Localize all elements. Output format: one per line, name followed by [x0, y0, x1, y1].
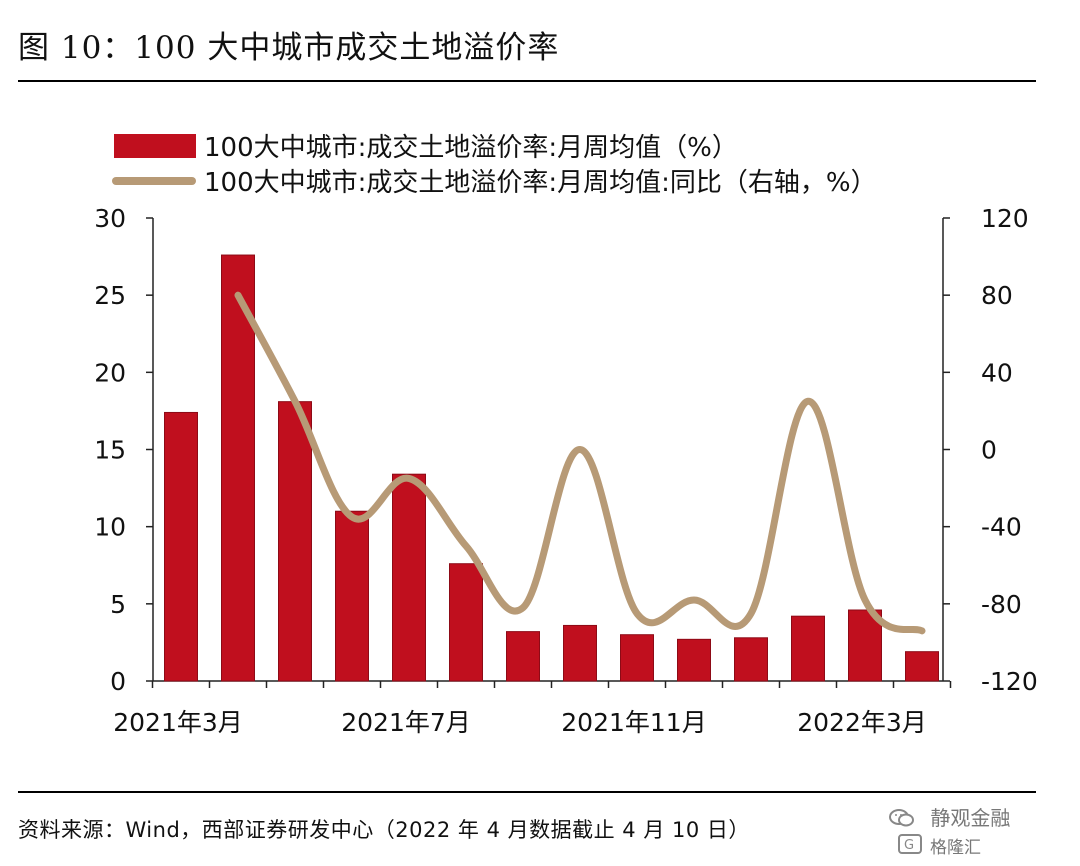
right-axis-tick-label: -120	[981, 667, 1038, 696]
chart-title: 图 10：100 大中城市成交土地溢价率	[18, 30, 560, 66]
right-axis-tick-label: 120	[981, 204, 1029, 233]
right-axis-tick-label: -80	[981, 590, 1022, 619]
bar	[677, 638, 711, 682]
bar	[449, 563, 483, 682]
bar	[221, 254, 255, 682]
x-axis-tick-label: 2021年3月	[113, 708, 243, 737]
bar	[905, 651, 939, 682]
bar	[392, 473, 426, 682]
right-axis-tick-label: -40	[981, 513, 1022, 542]
bar	[506, 631, 540, 682]
x-axis-tick-label: 2021年11月	[561, 708, 706, 737]
left-axis-tick-label: 25	[94, 281, 126, 310]
bar	[164, 411, 198, 682]
right-axis-tick-label: 80	[981, 281, 1013, 310]
watermark-subtext: 格隆汇	[930, 838, 981, 858]
watermark-text: 静观金融	[930, 806, 1011, 830]
bar	[563, 624, 597, 682]
bar	[848, 609, 882, 682]
x-axis-tick-label: 2022年3月	[797, 708, 927, 737]
source-note: 资料来源：Wind，西部证券研发中心（2022 年 4 月数据截止 4 月 10…	[18, 818, 750, 842]
right-axis-tick-label: 0	[981, 436, 997, 465]
watermark: 静观金融 G 格隆汇	[888, 800, 1068, 860]
footer-divider	[18, 791, 1036, 793]
left-axis-tick-label: 30	[94, 204, 126, 233]
x-axis-tick-label: 2021年7月	[341, 708, 471, 737]
wechat-icon	[889, 809, 914, 827]
left-axis-tick-label: 5	[110, 590, 126, 619]
legend-line-label: 100大中城市:成交土地溢价率:月周均值:同比（右轴，%）	[204, 168, 877, 198]
left-axis-tick-label: 10	[94, 513, 126, 542]
title-divider	[18, 80, 1036, 82]
legend-bar-swatch	[114, 134, 196, 158]
bar	[278, 401, 312, 682]
right-axis-tick-label: 40	[981, 358, 1013, 387]
watermark-brand: 静观金融	[888, 802, 1010, 831]
bar	[734, 637, 768, 682]
yoy-line	[234, 291, 926, 635]
bar	[620, 634, 654, 682]
svg-text:G: G	[904, 838, 914, 853]
gelonghui-icon: G	[898, 834, 922, 854]
bar	[335, 510, 369, 682]
left-axis-tick-label: 15	[94, 436, 126, 465]
bar	[791, 615, 825, 682]
left-axis-tick-label: 20	[94, 358, 126, 387]
legend-bar-label: 100大中城市:成交土地溢价率:月周均值（%）	[204, 133, 738, 163]
left-axis-tick-label: 0	[110, 667, 126, 696]
